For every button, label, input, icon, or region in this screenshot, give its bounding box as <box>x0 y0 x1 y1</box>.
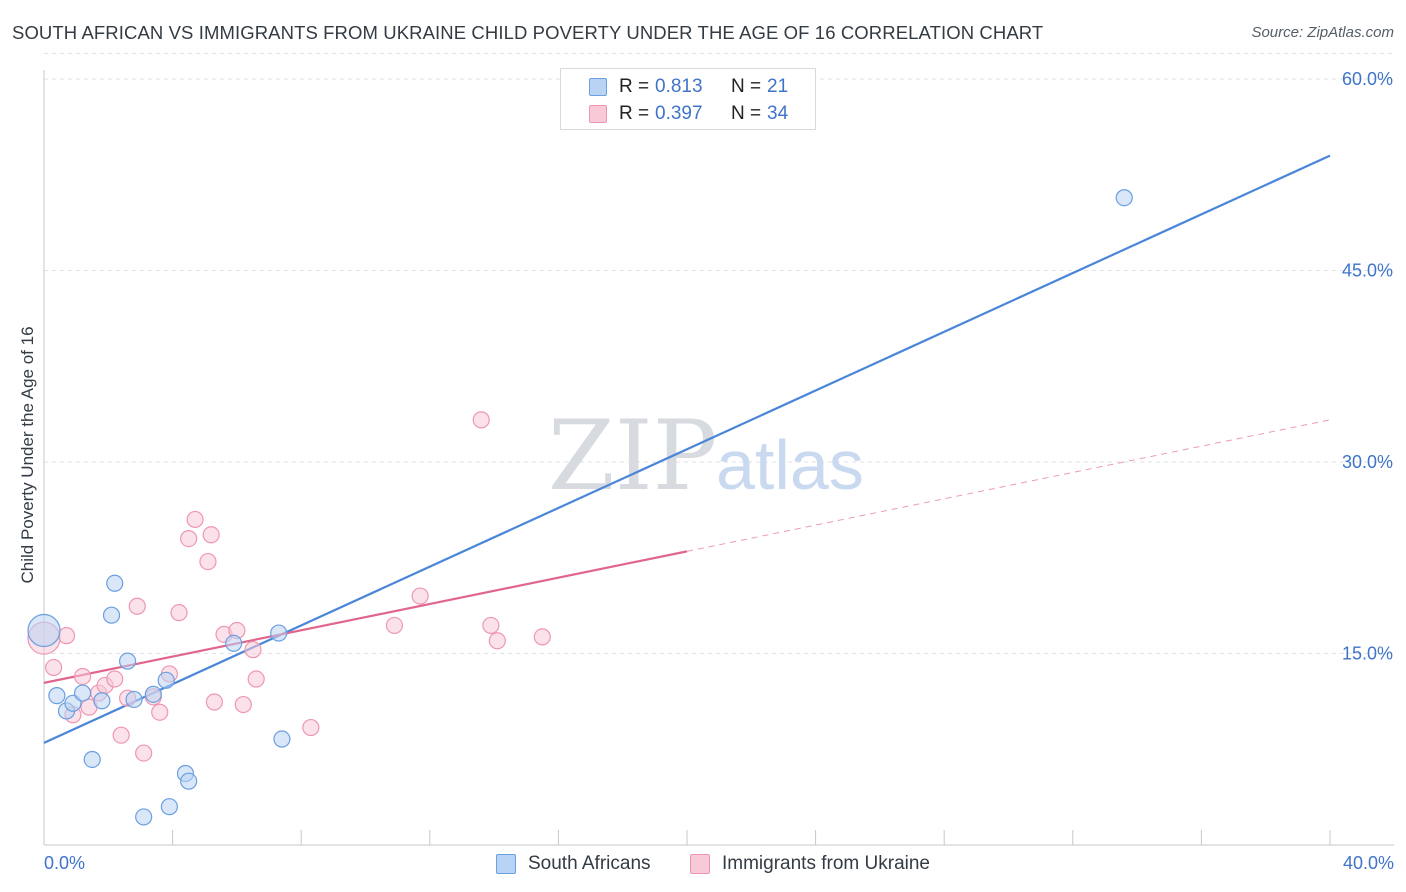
trend-line-south-africans <box>43 154 1331 744</box>
point-ukraine <box>533 628 551 646</box>
grid-layer <box>44 52 1394 654</box>
point-layer <box>27 189 1133 826</box>
y-tick-label: 15.0% <box>1342 644 1393 664</box>
bottom-legend-south-africans: South Africans <box>496 851 651 877</box>
point-south-africans <box>27 613 61 648</box>
point-ukraine <box>244 641 262 659</box>
point-ukraine <box>106 670 124 688</box>
point-ukraine <box>482 616 500 635</box>
point-south-africans <box>160 798 178 816</box>
bottom-legend-label: South Africans <box>528 853 651 874</box>
point-ukraine <box>472 411 490 429</box>
n-value: 34 <box>767 103 789 124</box>
point-ukraine <box>73 667 92 686</box>
stats-legend: R = 0.813 N = 21 R = 0.397 N = 34 <box>560 68 816 130</box>
point-ukraine <box>151 703 169 721</box>
chart-title: SOUTH AFRICAN VS IMMIGRANTS FROM UKRAINE… <box>12 22 1044 43</box>
watermark-atlas: atlas <box>716 426 864 504</box>
point-south-africans <box>102 606 121 624</box>
point-ukraine <box>488 632 506 650</box>
point-south-africans <box>157 671 175 689</box>
x-tick-label-min: 0.0% <box>44 853 85 873</box>
point-ukraine <box>180 529 198 548</box>
point-south-africans <box>125 690 143 709</box>
bottom-legend-swatch-ukraine <box>690 854 710 874</box>
point-ukraine <box>411 587 429 605</box>
point-ukraine <box>205 693 223 711</box>
r-label: R = <box>619 76 650 97</box>
bottom-legend-swatch-south-africans <box>496 854 516 874</box>
point-ukraine <box>199 552 217 571</box>
point-ukraine <box>135 744 153 762</box>
r-value: 0.397 <box>655 103 703 124</box>
point-ukraine <box>186 510 204 529</box>
point-south-africans <box>1115 189 1133 207</box>
point-ukraine <box>202 526 220 544</box>
y-axis-title: Child Poverty Under the Age of 16 <box>18 326 37 583</box>
watermark-zip: ZIP <box>548 400 717 512</box>
point-south-africans <box>144 685 162 703</box>
point-south-africans <box>180 772 198 790</box>
y-tick-label: 60.0% <box>1342 69 1393 89</box>
x-tick-label-max: 40.0% <box>1343 853 1394 873</box>
bottom-legend-ukraine: Immigrants from Ukraine <box>690 851 930 877</box>
point-south-africans <box>118 652 137 670</box>
trend-layer <box>43 154 1331 744</box>
y-tick-labels: 15.0% 30.0% 45.0% 60.0% <box>1342 69 1393 664</box>
axis-layer <box>43 70 1394 846</box>
point-south-africans <box>225 634 243 652</box>
point-ukraine <box>170 604 188 622</box>
point-south-africans <box>273 730 291 748</box>
point-ukraine <box>234 695 252 714</box>
bottom-legend-label: Immigrants from Ukraine <box>722 853 930 874</box>
point-ukraine <box>128 597 146 615</box>
point-south-africans <box>48 687 66 705</box>
r-label: R = <box>619 103 650 124</box>
point-ukraine <box>45 658 63 677</box>
n-value: 21 <box>767 76 789 97</box>
point-south-africans <box>270 624 288 642</box>
point-ukraine <box>112 726 130 744</box>
y-tick-label: 45.0% <box>1342 261 1393 281</box>
watermark: ZIP atlas <box>548 400 864 512</box>
point-ukraine <box>247 670 265 688</box>
point-ukraine <box>302 718 320 737</box>
n-label: N = <box>731 103 762 124</box>
legend-swatch-south-africans <box>589 78 607 96</box>
point-south-africans <box>135 808 153 826</box>
point-south-africans <box>106 574 124 592</box>
trend-line-ukraine <box>43 550 688 684</box>
y-tick-label: 30.0% <box>1342 452 1393 472</box>
source-credit: Source: ZipAtlas.com <box>1251 24 1394 41</box>
point-south-africans <box>83 750 101 769</box>
point-south-africans <box>73 684 92 702</box>
r-value: 0.813 <box>655 76 703 97</box>
legend-swatch-ukraine <box>589 105 607 123</box>
point-ukraine <box>57 627 76 645</box>
point-south-africans <box>93 692 111 710</box>
n-label: N = <box>731 76 762 97</box>
point-ukraine <box>385 616 404 635</box>
